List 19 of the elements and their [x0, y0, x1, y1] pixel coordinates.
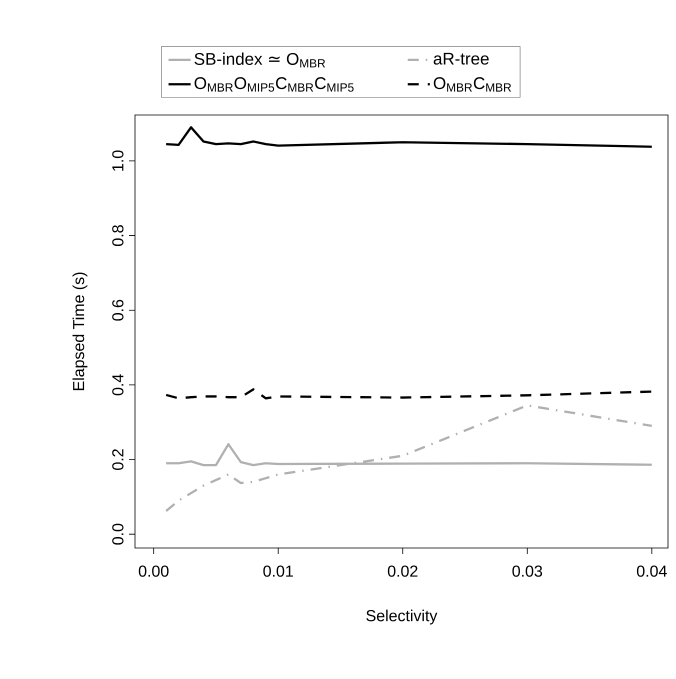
legend-label: SB-index ≃ O$_{MBR}$ — [194, 52, 326, 68]
y-tick-label: 0.4 — [112, 374, 124, 396]
y-tick-label: 1.0 — [112, 150, 124, 171]
y-tick-label: 0.2 — [112, 449, 124, 470]
y-axis-title: Elapsed Time (s) — [72, 272, 88, 390]
y-tick-label: 0.0 — [112, 524, 124, 545]
y-tick-label: 0.6 — [112, 300, 124, 321]
x-tick-label: 0.04 — [636, 566, 667, 577]
line-series — [164, 126, 653, 148]
x-tick-label: 0.00 — [138, 566, 169, 577]
legend-label: aR-tree — [434, 52, 489, 65]
y-tick-label: 0.8 — [112, 225, 124, 246]
x-axis-title: Selectivity — [366, 610, 438, 624]
x-tick-label: 0.03 — [512, 566, 542, 577]
legend-label: O$_{MBR}$O$_{MIP5}$C$_{MBR}$C$_{MIP5}$ — [194, 77, 354, 92]
x-tick-label: 0.02 — [388, 566, 418, 577]
legend-label: O$_{MBR}$C$_{MBR}$ — [434, 77, 512, 92]
line-series — [164, 388, 653, 400]
x-tick-label: 0.01 — [263, 566, 293, 577]
